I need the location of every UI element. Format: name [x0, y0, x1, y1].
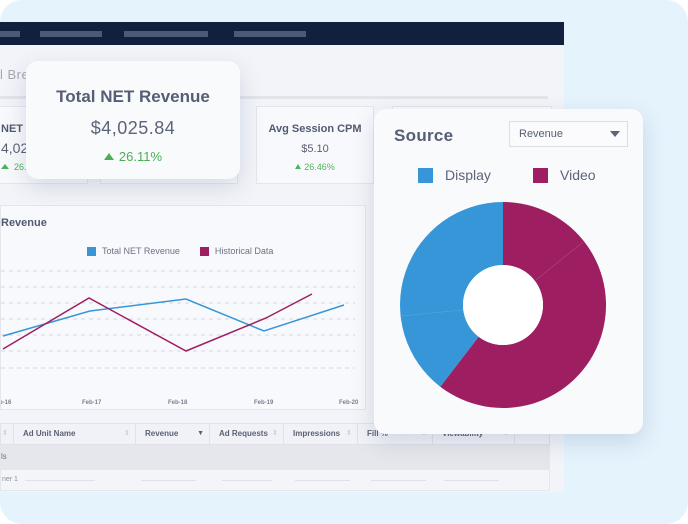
donut-hole [463, 265, 543, 345]
donut-chart [399, 202, 607, 408]
stat-card-avg-session-cpm: Avg Session CPM $5.10 26.46% [256, 106, 374, 184]
column-header-revenue[interactable]: Revenue ▼ [136, 424, 210, 444]
kpi-title: Total NET Revenue [56, 87, 210, 106]
svg-text:b-16: b-16 [1, 400, 12, 406]
donut-slice-display[interactable] [400, 202, 503, 387]
sort-icon: ⇕ [124, 430, 130, 437]
kpi-value: $4,025.84 [90, 118, 176, 138]
stat-delta: 26.1 [1, 162, 97, 172]
legend-label: Video [560, 167, 596, 183]
column-header-impressions[interactable]: Impressions ⇕ [284, 424, 358, 444]
legend-label[interactable]: Total NET Revenue [102, 246, 180, 256]
metric-select[interactable]: Revenue [509, 121, 628, 147]
chart-legend: Total NET Revenue Historical Data [87, 246, 273, 256]
legend-swatch-display [418, 167, 433, 183]
stat-title: Avg Session CPM [268, 123, 362, 135]
triangle-up-icon [295, 164, 302, 169]
source-card: Source Revenue Display Video [374, 109, 643, 434]
line-chart: b-16 Feb-17 Feb-18 Feb-19 Feb-20 [1, 270, 359, 406]
nav-item-placeholder[interactable] [0, 31, 20, 37]
column-header-ad-unit-name[interactable]: Ad Unit Name ⇕ [14, 424, 136, 444]
top-nav [0, 22, 564, 45]
total-net-revenue-card: Total NET Revenue $4,025.84 26.11% [26, 61, 240, 179]
divider [0, 96, 548, 99]
column-header-ad-requests[interactable]: Ad Requests ⇕ [210, 424, 284, 444]
legend-item-display[interactable]: Display [418, 167, 491, 183]
table-row[interactable]: ner 1 [0, 469, 550, 491]
svg-text:Feb-20: Feb-20 [339, 400, 359, 406]
chevron-down-icon [610, 131, 620, 137]
triangle-up-icon [1, 164, 9, 169]
sort-icon: ⇕ [272, 430, 278, 437]
svg-text:Feb-18: Feb-18 [168, 400, 188, 406]
donut-slice-video[interactable] [440, 202, 607, 408]
legend-label[interactable]: Historical Data [214, 246, 274, 256]
column-header-select[interactable]: ⇕ [1, 424, 14, 444]
stat-title: NET I [1, 123, 30, 135]
sort-desc-icon: ▼ [197, 430, 204, 437]
legend-item-video[interactable]: Video [533, 167, 596, 183]
kpi-delta: 26.11% [26, 149, 240, 164]
nav-item-placeholder[interactable] [234, 31, 306, 37]
stat-delta: 26.46% [257, 162, 373, 172]
source-title: Source [394, 126, 454, 145]
page-breadcrumb: l Bre [0, 67, 30, 82]
row-label: ner 1 [2, 476, 18, 483]
select-value: Revenue [519, 128, 564, 140]
legend-swatch-historical-data [199, 246, 209, 256]
table-group-row[interactable]: ls [0, 445, 550, 469]
sort-icon: ⇕ [346, 430, 352, 437]
stat-value: 4,02 [1, 140, 29, 156]
svg-text:Feb-19: Feb-19 [254, 400, 274, 406]
nav-item-placeholder[interactable] [40, 31, 102, 37]
legend-swatch-total-net-revenue [87, 246, 96, 256]
stat-value: $5.10 [301, 143, 329, 155]
nav-item-placeholder[interactable] [124, 31, 208, 37]
svg-text:Feb-17: Feb-17 [82, 400, 102, 406]
triangle-up-icon [103, 153, 114, 160]
revenue-chart-card: Revenue Total NET Revenue Historical Dat… [0, 205, 366, 410]
legend-swatch-video [533, 167, 548, 183]
legend-label: Display [445, 167, 491, 183]
chart-title: Revenue [1, 217, 47, 229]
